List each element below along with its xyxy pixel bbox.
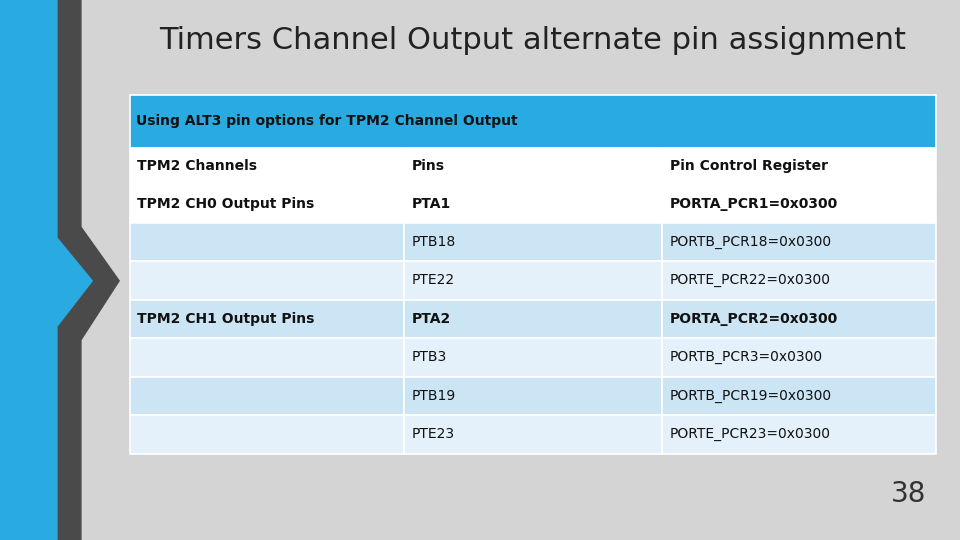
Text: PORTB_PCR19=0x0300: PORTB_PCR19=0x0300 bbox=[669, 389, 831, 403]
Text: TPM2 CH0 Output Pins: TPM2 CH0 Output Pins bbox=[137, 197, 315, 211]
Text: PORTE_PCR22=0x0300: PORTE_PCR22=0x0300 bbox=[669, 273, 830, 287]
Text: PTE23: PTE23 bbox=[412, 427, 455, 441]
Text: PTB18: PTB18 bbox=[412, 235, 456, 249]
Text: 38: 38 bbox=[891, 480, 926, 508]
Text: PTE22: PTE22 bbox=[412, 273, 455, 287]
Text: PORTB_PCR3=0x0300: PORTB_PCR3=0x0300 bbox=[669, 350, 823, 365]
Text: PORTA_PCR2=0x0300: PORTA_PCR2=0x0300 bbox=[669, 312, 838, 326]
Text: TPM2 CH1 Output Pins: TPM2 CH1 Output Pins bbox=[137, 312, 315, 326]
Text: Timers Channel Output alternate pin assignment: Timers Channel Output alternate pin assi… bbox=[159, 26, 906, 55]
Text: PTB19: PTB19 bbox=[412, 389, 456, 403]
Text: Pins: Pins bbox=[412, 159, 444, 173]
Text: TPM2 Channels: TPM2 Channels bbox=[137, 159, 257, 173]
Text: Using ALT3 pin options for TPM2 Channel Output: Using ALT3 pin options for TPM2 Channel … bbox=[136, 114, 518, 129]
Text: PTA2: PTA2 bbox=[412, 312, 450, 326]
Text: PORTA_PCR1=0x0300: PORTA_PCR1=0x0300 bbox=[669, 197, 838, 211]
Text: PTB3: PTB3 bbox=[412, 350, 446, 365]
Text: PTA1: PTA1 bbox=[412, 197, 450, 211]
Text: PORTB_PCR18=0x0300: PORTB_PCR18=0x0300 bbox=[669, 235, 831, 249]
Text: Pin Control Register: Pin Control Register bbox=[669, 159, 828, 173]
Text: PORTE_PCR23=0x0300: PORTE_PCR23=0x0300 bbox=[669, 427, 830, 441]
